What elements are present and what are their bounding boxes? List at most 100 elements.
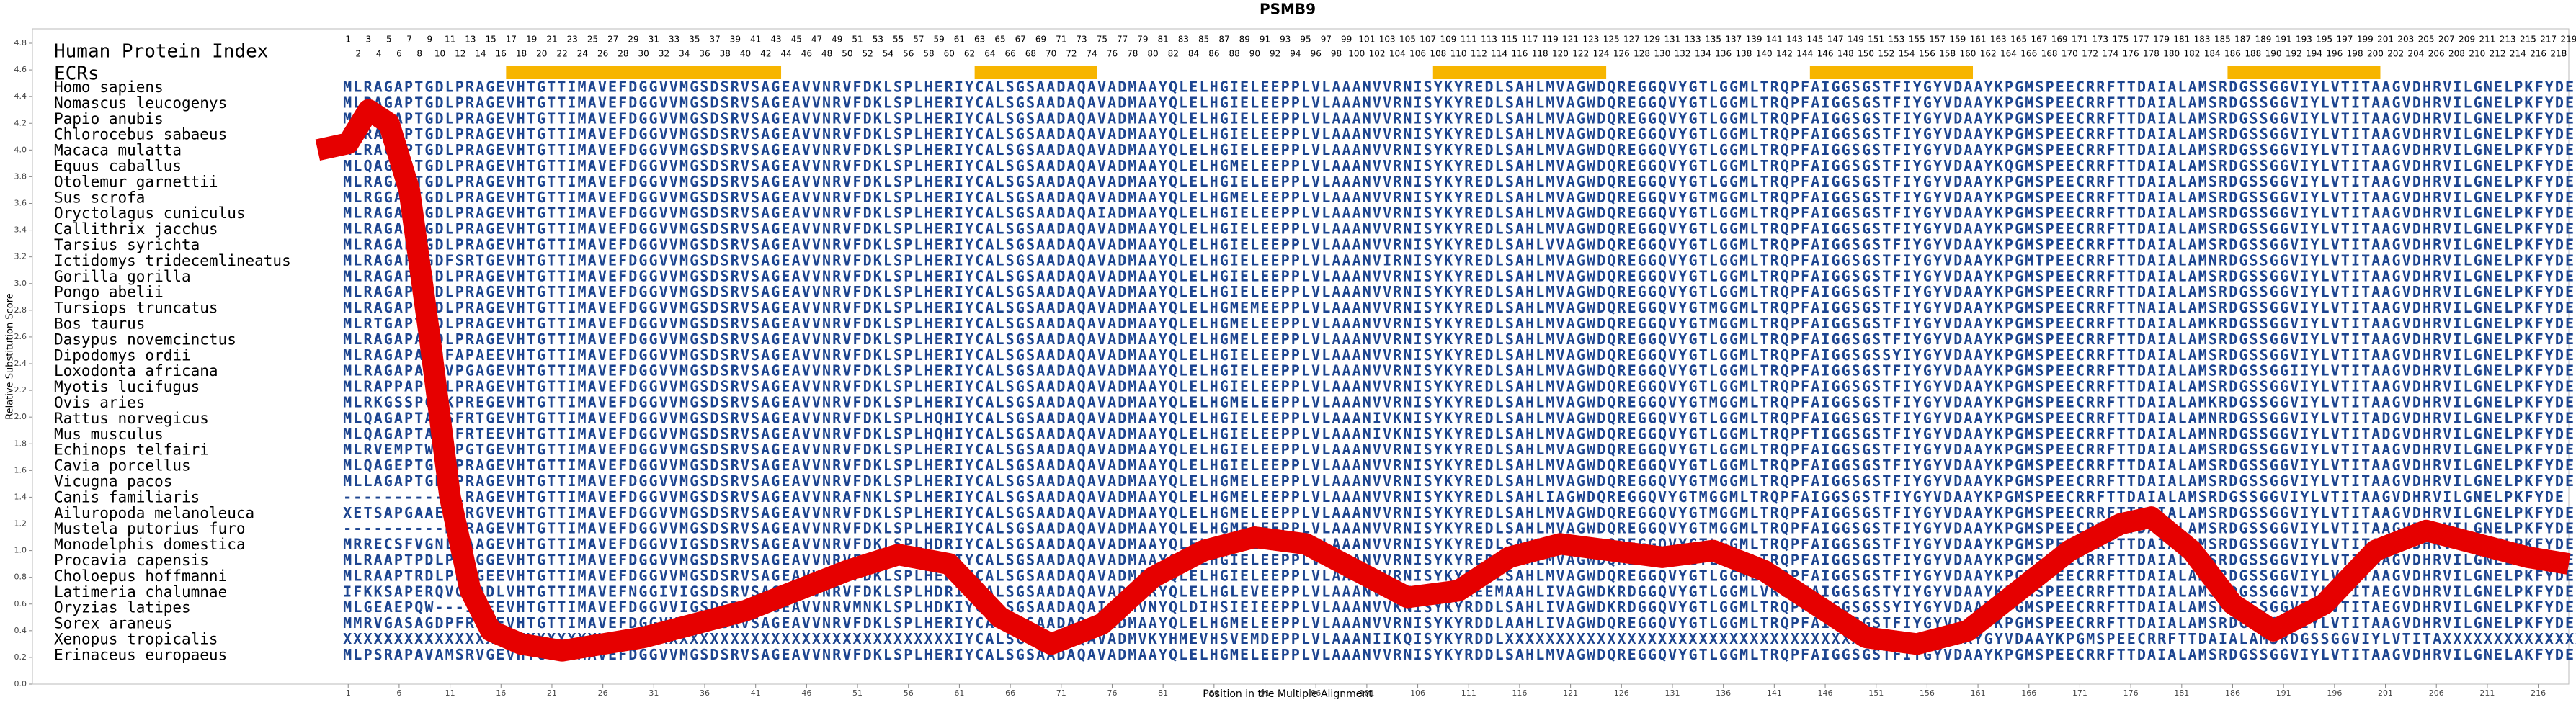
y-tick-label: 0.8 [14, 572, 27, 582]
index-number: 42 [760, 49, 771, 59]
species-name: Dipodomys ordii [54, 346, 191, 364]
sequence: MRRECSFVGNLPAAGEVHTGTTIMAVEFDGGVVIGSDSRV… [343, 536, 2574, 553]
species-name: Papio anubis [54, 110, 164, 127]
x-tick-label: 191 [2276, 688, 2291, 698]
sequence: MLPSRAPAVAMSRVGEVHTGTTIMAVEFDGGVVMGSDSRV… [343, 646, 2574, 663]
index-number: 7 [406, 35, 412, 45]
index-number: 16 [496, 49, 507, 59]
x-tick-label: 11 [445, 688, 455, 698]
y-tick-label: 0.4 [14, 626, 27, 635]
x-tick-label: 86 [1209, 688, 1219, 698]
species-name: Gorilla gorilla [54, 268, 191, 285]
x-tick-label: 126 [1614, 688, 1629, 698]
index-number: 214 [2510, 49, 2526, 59]
index-number: 180 [2163, 49, 2180, 59]
species-name: Pongo abelii [54, 284, 164, 301]
sequence: XETSAPGAAEMLRGVEVHTGTTIMAVEFDGGVVMGSDSRV… [343, 504, 2574, 521]
species-name: Loxodonta africana [54, 362, 218, 380]
index-number: 177 [2133, 35, 2149, 45]
index-number: 149 [1848, 35, 1864, 45]
index-number: 86 [1208, 49, 1219, 59]
index-number: 130 [1654, 49, 1670, 59]
index-number: 110 [1450, 49, 1467, 59]
index-number: 164 [2000, 49, 2017, 59]
index-number: 65 [994, 35, 1005, 45]
index-number: 187 [2234, 35, 2251, 45]
index-number: 140 [1756, 49, 1773, 59]
x-tick-label: 76 [1107, 688, 1117, 698]
index-number: 47 [811, 35, 822, 45]
plot-frame [32, 28, 2570, 685]
index-number: 166 [2020, 49, 2037, 59]
y-tick-label: 0.2 [14, 652, 27, 662]
index-number: 134 [1695, 49, 1711, 59]
ecr-label: ECRs [54, 63, 99, 85]
x-tick-label: 141 [1767, 688, 1782, 698]
index-number: 39 [730, 35, 741, 45]
index-number: 32 [659, 49, 669, 59]
x-tick-label: 111 [1461, 688, 1476, 698]
index-number: 213 [2500, 35, 2516, 45]
index-number: 56 [903, 49, 914, 59]
index-number: 212 [2490, 49, 2506, 59]
index-number: 186 [2224, 49, 2241, 59]
y-tick-label: 1.4 [14, 492, 27, 501]
sequence: MLQAGAPTAGSFRTEEVHTGTTIMAVEFDGGVVMGSDSRV… [343, 425, 2574, 442]
index-number: 131 [1664, 35, 1681, 45]
species-name: Chlorocebus sabaeus [54, 126, 227, 143]
index-number: 117 [1522, 35, 1538, 45]
species-name: Equus caballus [54, 158, 182, 175]
index-number: 159 [1949, 35, 1966, 45]
index-number: 35 [689, 35, 700, 45]
index-number: 83 [1178, 35, 1189, 45]
species-name: Tarsius syrichta [54, 236, 200, 253]
index-number: 93 [1280, 35, 1291, 45]
index-number: 45 [791, 35, 802, 45]
index-number: 179 [2153, 35, 2170, 45]
index-number: 144 [1796, 49, 1813, 59]
x-tick-label: 1 [346, 688, 351, 698]
index-number: 109 [1440, 35, 1457, 45]
index-number: 165 [2010, 35, 2027, 45]
index-number: 102 [1369, 49, 1386, 59]
x-tick-label: 61 [954, 688, 964, 698]
index-number: 2 [356, 49, 362, 59]
index-number: 20 [536, 49, 547, 59]
x-tick-label: 71 [1056, 688, 1066, 698]
y-tick-label: 4.6 [14, 65, 27, 74]
index-number: 189 [2255, 35, 2271, 45]
x-tick-label: 171 [2072, 688, 2087, 698]
index-number: 209 [2459, 35, 2475, 45]
index-number: 31 [649, 35, 659, 45]
species-name: Xenopus tropicalis [54, 631, 218, 648]
index-number: 69 [1035, 35, 1046, 45]
index-number: 22 [556, 49, 567, 59]
sequence: MLRAPPAPGDLPRAGEVHTGTTIMAVEFDGGVVMGSDSRV… [343, 378, 2574, 395]
x-tick-label: 41 [751, 688, 761, 698]
index-number: 114 [1491, 49, 1507, 59]
y-tick-label: 1.8 [14, 439, 27, 448]
index-number: 162 [1980, 49, 1997, 59]
index-number: 52 [863, 49, 873, 59]
index-number: 88 [1229, 49, 1239, 59]
index-number: 66 [1004, 49, 1015, 59]
index-number: 160 [1959, 49, 1976, 59]
x-tick-label: 21 [547, 688, 557, 698]
index-number: 136 [1715, 49, 1732, 59]
sequence: MLRAGAPAGDLPRAGEVHTGTTIMAVEFDGGVVMGSDSRV… [343, 331, 2574, 348]
index-number: 15 [486, 35, 496, 45]
index-number: 67 [1015, 35, 1026, 45]
index-number: 30 [638, 49, 649, 59]
species-name: Vicugna pacos [54, 473, 172, 490]
index-number: 175 [2113, 35, 2129, 45]
index-number: 90 [1249, 49, 1260, 59]
index-number: 170 [2062, 49, 2078, 59]
species-name: Ictidomys tridecemlineatus [54, 252, 291, 269]
index-number: 24 [577, 49, 588, 59]
index-number: 92 [1270, 49, 1280, 59]
sequence: MLRAGAPAGDLPRAGEVHTGTTIMAVEFDGGVVMGSDSRV… [343, 205, 2574, 222]
x-tick-label: 31 [649, 688, 659, 698]
index-number: 146 [1817, 49, 1834, 59]
